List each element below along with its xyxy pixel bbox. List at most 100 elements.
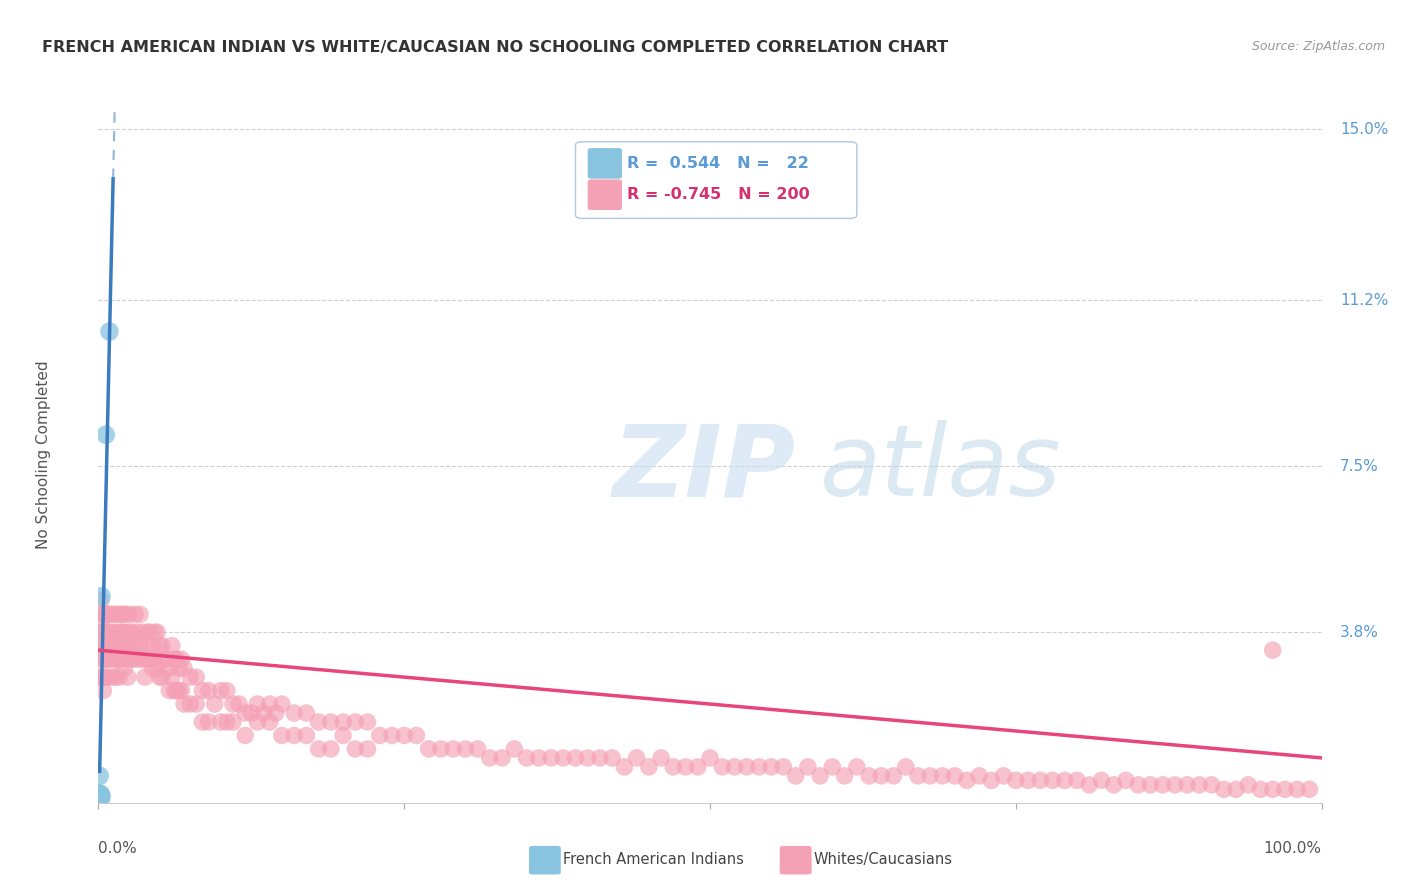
Point: [101, 607, 124, 622]
Point: [111, 652, 134, 666]
Point: [120, 652, 142, 666]
Point: [89, 792, 111, 806]
Point: [920, 769, 942, 783]
Point: [515, 751, 537, 765]
Point: [319, 742, 342, 756]
Point: [112, 661, 135, 675]
Point: [134, 670, 156, 684]
Point: [894, 760, 917, 774]
Point: [283, 729, 305, 743]
Point: [797, 760, 820, 774]
Point: [173, 697, 195, 711]
Point: [344, 742, 367, 756]
Point: [94, 427, 117, 442]
Point: [111, 625, 134, 640]
Text: 100.0%: 100.0%: [1264, 841, 1322, 856]
Text: 15.0%: 15.0%: [1340, 122, 1388, 137]
Point: [87, 791, 110, 805]
Point: [209, 714, 232, 729]
Point: [127, 625, 149, 640]
Point: [967, 769, 990, 783]
Point: [246, 697, 269, 711]
Point: [157, 661, 180, 675]
FancyBboxPatch shape: [588, 148, 621, 178]
Point: [166, 683, 188, 698]
Point: [89, 792, 111, 806]
Point: [149, 670, 172, 684]
Point: [834, 769, 856, 783]
Point: [87, 787, 110, 801]
Point: [699, 751, 721, 765]
Point: [124, 639, 146, 653]
Point: [1188, 778, 1211, 792]
Text: Whites/Caucasians: Whites/Caucasians: [814, 853, 953, 867]
Point: [1261, 782, 1284, 797]
Point: [89, 639, 111, 653]
FancyBboxPatch shape: [529, 846, 561, 874]
Point: [111, 607, 134, 622]
Point: [467, 742, 489, 756]
Point: [907, 769, 929, 783]
Point: [356, 714, 378, 729]
Point: [90, 652, 112, 666]
Point: [139, 625, 162, 640]
Point: [418, 742, 440, 756]
Point: [344, 714, 367, 729]
Point: [90, 790, 112, 805]
Text: ZIP: ZIP: [612, 420, 796, 517]
Point: [100, 652, 122, 666]
Point: [204, 697, 226, 711]
Point: [101, 639, 124, 653]
Point: [308, 742, 330, 756]
Point: [1274, 782, 1296, 797]
Point: [117, 639, 139, 653]
Point: [589, 751, 612, 765]
Point: [89, 787, 111, 801]
Point: [173, 661, 195, 675]
Point: [91, 652, 114, 666]
Point: [141, 661, 163, 675]
Point: [100, 625, 122, 640]
Point: [149, 639, 172, 653]
Point: [993, 769, 1015, 783]
Point: [1286, 782, 1309, 797]
Point: [167, 661, 190, 675]
Point: [1115, 773, 1137, 788]
Point: [209, 683, 232, 698]
Point: [1175, 778, 1198, 792]
Text: French American Indians: French American Indians: [564, 853, 744, 867]
Point: [89, 769, 111, 783]
Point: [157, 683, 180, 698]
Point: [553, 751, 575, 765]
FancyBboxPatch shape: [780, 846, 811, 874]
Text: Source: ZipAtlas.com: Source: ZipAtlas.com: [1251, 40, 1385, 54]
Point: [1237, 778, 1260, 792]
Point: [228, 697, 250, 711]
FancyBboxPatch shape: [588, 179, 621, 210]
Point: [101, 639, 124, 653]
Point: [441, 742, 464, 756]
Point: [808, 769, 831, 783]
Point: [858, 769, 880, 783]
Point: [1128, 778, 1150, 792]
Point: [91, 670, 114, 684]
Point: [1249, 782, 1271, 797]
Point: [98, 325, 121, 339]
Point: [146, 661, 169, 675]
Point: [186, 670, 208, 684]
Point: [931, 769, 953, 783]
Point: [179, 670, 201, 684]
Point: [160, 670, 183, 684]
Point: [295, 706, 318, 720]
Point: [711, 760, 734, 774]
Point: [259, 697, 281, 711]
Point: [980, 773, 1002, 788]
Point: [118, 607, 141, 622]
Point: [89, 792, 111, 806]
Point: [215, 714, 238, 729]
Point: [96, 670, 118, 684]
Point: [111, 625, 134, 640]
Point: [167, 683, 190, 698]
Point: [136, 625, 159, 640]
Point: [96, 607, 118, 622]
